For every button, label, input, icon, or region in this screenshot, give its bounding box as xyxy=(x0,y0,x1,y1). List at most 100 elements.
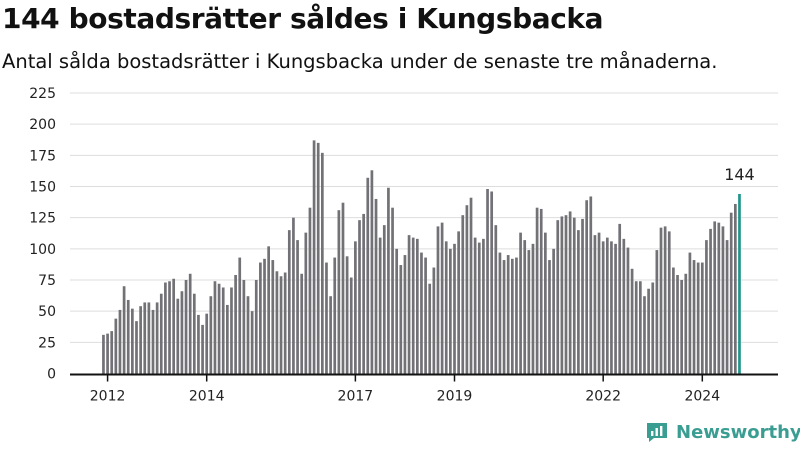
bar xyxy=(667,231,671,374)
y-tick-label: 175 xyxy=(29,148,56,164)
x-tick-label: 2014 xyxy=(189,389,225,405)
bar xyxy=(490,191,494,374)
bar xyxy=(354,241,357,374)
bar xyxy=(515,257,518,374)
bar xyxy=(329,296,332,374)
bar xyxy=(399,265,403,374)
bar xyxy=(655,250,659,374)
bar xyxy=(523,240,527,374)
bar xyxy=(473,237,477,374)
bar xyxy=(572,217,576,374)
bar xyxy=(254,280,258,374)
bar xyxy=(395,248,399,374)
bar xyxy=(143,302,147,374)
x-tick-label: 2017 xyxy=(338,389,374,405)
bar xyxy=(135,321,138,374)
bar xyxy=(564,215,568,374)
bar xyxy=(527,250,531,374)
newsworthy-logo: Newsworthy xyxy=(645,420,800,444)
bar xyxy=(201,324,204,374)
bar xyxy=(457,231,460,374)
bar xyxy=(589,196,593,374)
bar xyxy=(106,333,109,374)
bar xyxy=(250,311,254,374)
bar xyxy=(577,230,580,374)
bar xyxy=(358,220,361,374)
y-tick-label: 225 xyxy=(29,86,56,102)
bar xyxy=(131,308,134,374)
bar xyxy=(535,207,539,374)
bar xyxy=(531,243,535,374)
bar xyxy=(680,280,683,374)
bar xyxy=(176,298,180,374)
bar xyxy=(597,232,601,374)
bar xyxy=(709,228,712,374)
bar xyxy=(209,296,213,374)
bar xyxy=(424,257,427,374)
x-tick-label: 2019 xyxy=(437,389,473,405)
bar xyxy=(605,237,609,374)
bar xyxy=(684,273,688,374)
bar xyxy=(205,313,209,374)
bar xyxy=(659,227,663,374)
bar xyxy=(700,262,704,374)
bar xyxy=(296,240,299,374)
bar xyxy=(118,309,122,374)
bar xyxy=(139,306,142,374)
bar xyxy=(696,262,700,374)
bar xyxy=(387,187,390,374)
y-tick-label: 125 xyxy=(29,211,56,227)
bar xyxy=(420,252,423,374)
x-tick-label: 2022 xyxy=(585,389,621,405)
bar xyxy=(263,258,266,374)
bar xyxy=(168,281,171,374)
y-axis-tick-labels: 0 25 50 75 100 125 150 175 200 225 xyxy=(29,86,56,383)
bar xyxy=(362,213,365,374)
bar xyxy=(126,299,130,374)
bar xyxy=(676,275,679,374)
gridlines xyxy=(70,92,778,343)
bar xyxy=(618,223,622,374)
bars xyxy=(102,140,741,374)
bar xyxy=(614,243,617,374)
bar xyxy=(172,278,176,374)
bar xyxy=(378,237,382,374)
bar xyxy=(482,238,485,374)
bar xyxy=(539,208,543,374)
bar xyxy=(341,202,345,374)
bar xyxy=(469,197,473,374)
bar xyxy=(498,252,502,374)
bar xyxy=(544,232,547,374)
bar xyxy=(242,280,246,374)
bar xyxy=(370,170,374,374)
bar xyxy=(465,205,469,374)
chart-subtitle: Antal sålda bostadsrätter i Kungsbacka u… xyxy=(2,50,718,73)
bar xyxy=(692,260,696,374)
bar xyxy=(461,215,465,374)
bar xyxy=(688,252,692,374)
bar xyxy=(581,218,584,374)
bar xyxy=(147,302,151,374)
bar xyxy=(188,273,192,374)
bar xyxy=(593,235,597,374)
bar xyxy=(349,277,353,374)
bar xyxy=(622,238,626,374)
bar xyxy=(102,334,105,374)
bar xyxy=(391,207,394,374)
bar xyxy=(407,235,411,374)
bar xyxy=(440,222,444,374)
bar xyxy=(122,286,126,374)
bar xyxy=(316,142,320,374)
bar xyxy=(292,217,295,374)
bar xyxy=(639,281,642,374)
bar xyxy=(601,241,605,374)
bar xyxy=(300,273,304,374)
bar xyxy=(477,242,481,374)
bar xyxy=(271,260,275,374)
bar xyxy=(630,268,634,374)
y-tick-label: 25 xyxy=(38,335,56,351)
bar xyxy=(366,177,370,374)
bar xyxy=(672,267,675,374)
y-tick-label: 200 xyxy=(29,117,56,133)
